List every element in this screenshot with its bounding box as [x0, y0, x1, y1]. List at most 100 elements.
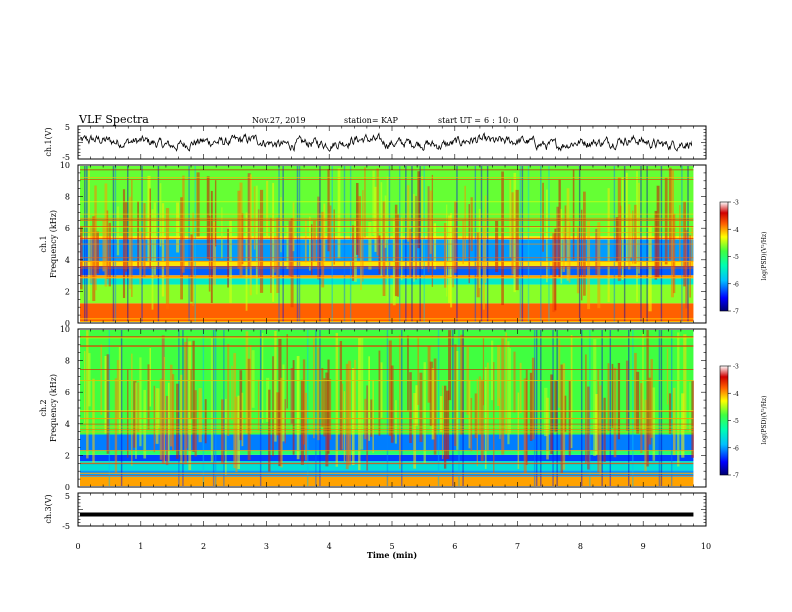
spectrogram-streak [585, 354, 587, 464]
spectrogram-line [80, 411, 694, 413]
spectrogram-streak [525, 369, 528, 465]
spectrogram-streak [509, 348, 511, 434]
spectrogram-streak [131, 353, 133, 466]
spectrogram-streak [129, 196, 132, 289]
ch2-spectrogram [80, 330, 694, 486]
x-tick-label: 9 [641, 542, 646, 551]
ch1-waveform-line [80, 132, 692, 152]
spectrogram-streak [474, 393, 478, 439]
spectrogram-streak [609, 330, 612, 486]
y-tick-label: 0 [65, 319, 70, 328]
colorbar-tick-label: -5 [733, 418, 739, 425]
ch1-spectrogram-panel: 0 2 4 6 8 10 ch.1 Frequency (kHz) [39, 161, 707, 328]
spectrogram-streak [570, 334, 573, 449]
spectrogram-streak [300, 379, 304, 465]
spectrogram-streak [482, 337, 485, 406]
spectrogram-streak [161, 203, 165, 297]
spectrogram-line [80, 237, 694, 239]
ch3-ytick-neg5: -5 [62, 522, 70, 531]
spectrogram-streak [384, 195, 387, 248]
spectrogram-streak [335, 332, 339, 467]
spectrogram-band [80, 450, 694, 455]
spectrogram-line [80, 450, 694, 452]
spectrogram-streak [235, 396, 238, 472]
spectrogram-streak [317, 347, 320, 441]
spectrogram-streak [286, 225, 289, 270]
spectrogram-line [80, 257, 694, 259]
spectrogram-streak [439, 396, 443, 433]
spectrogram-streak [689, 382, 691, 432]
spectrogram-streak [149, 188, 151, 269]
spectrogram-streak [628, 330, 630, 486]
spectrogram-streak [386, 330, 389, 486]
spectrogram-streak [378, 235, 381, 274]
ch2-colorbar-label: log(PSD)(V²/Hz) [761, 396, 768, 445]
spectrogram-streak [366, 385, 369, 471]
spectrogram-streak [437, 330, 440, 486]
spectrogram-streak [409, 372, 412, 444]
spectrogram-streak [280, 197, 282, 253]
spectrogram-streak [196, 172, 200, 237]
spectrogram-streak [184, 341, 187, 465]
spectrogram-line [80, 429, 694, 430]
spectrogram-streak [249, 174, 252, 296]
spectrogram-streak [427, 186, 430, 273]
spectrogram-streak [519, 362, 522, 414]
spectrogram-streak [280, 377, 283, 468]
spectrogram-streak [276, 392, 280, 436]
spectrogram-streak [178, 330, 180, 486]
spectrogram-line [80, 472, 694, 474]
spectrogram-line [80, 345, 694, 347]
spectrogram-streak [558, 179, 561, 277]
ch3-ylabel: ch.3(V) [44, 494, 53, 523]
spectrogram-streak [167, 382, 170, 462]
spectrogram-line [80, 267, 694, 269]
spectrogram-streak [564, 395, 567, 433]
spectrogram-streak [94, 185, 97, 291]
spectrogram-streak [529, 372, 533, 441]
spectrogram-streak [180, 197, 183, 300]
spectrogram-streak [691, 380, 694, 458]
spectrogram-streak [413, 193, 415, 282]
ch1-colorbar-ticks: -3 -4 -5 -6 -7 [728, 200, 739, 316]
spectrogram-streak [92, 378, 95, 463]
colorbar-tick-label: -5 [733, 254, 739, 261]
spectrogram-streak [401, 330, 403, 486]
spectrogram-streak [398, 334, 401, 469]
spectrogram-streak [672, 387, 676, 456]
spectrogram-streak [261, 332, 264, 424]
spectrogram-streak [580, 209, 583, 301]
spectrogram-streak [409, 228, 412, 278]
spectrogram-streak [202, 330, 205, 486]
spectrogram-streak [358, 338, 361, 471]
spectrogram-streak [90, 225, 93, 284]
x-tick-label: 1 [138, 542, 143, 551]
x-tick-label: 7 [515, 542, 520, 551]
ch2-spec-ticks [77, 328, 707, 488]
colorbar-tick-label: -6 [733, 281, 739, 288]
spectrogram-streak [147, 364, 150, 430]
spectrogram-streak [155, 388, 159, 444]
spectrogram-streak [419, 372, 423, 443]
spectrogram-streak [564, 205, 567, 258]
spectrogram-streak [210, 190, 213, 303]
y-tick-label: 6 [65, 388, 70, 397]
spectrogram-streak [165, 395, 169, 466]
spectrogram-streak [376, 168, 379, 256]
spectrogram-streak [670, 330, 673, 486]
y-tick-label: 2 [65, 287, 70, 296]
spectrogram-streak [621, 177, 624, 281]
spectrogram-streak [368, 222, 372, 270]
start-ut-text: start UT = [438, 116, 481, 125]
spectrogram-streak [143, 203, 146, 278]
spectrogram-streak [632, 330, 634, 486]
spectrogram-streak [368, 356, 370, 441]
ch1-colorbar: -3 -4 -5 -6 -7 log(PSD)(V²/Hz) [719, 200, 768, 316]
spectrogram-line [80, 380, 694, 382]
spectrogram-streak [417, 171, 421, 249]
spectrogram-streak [452, 330, 454, 486]
spectrogram-streak [272, 356, 274, 457]
spectrogram-streak [292, 360, 295, 455]
spectrogram-streak [433, 358, 437, 455]
colorbar-tick-label: -4 [733, 227, 739, 234]
